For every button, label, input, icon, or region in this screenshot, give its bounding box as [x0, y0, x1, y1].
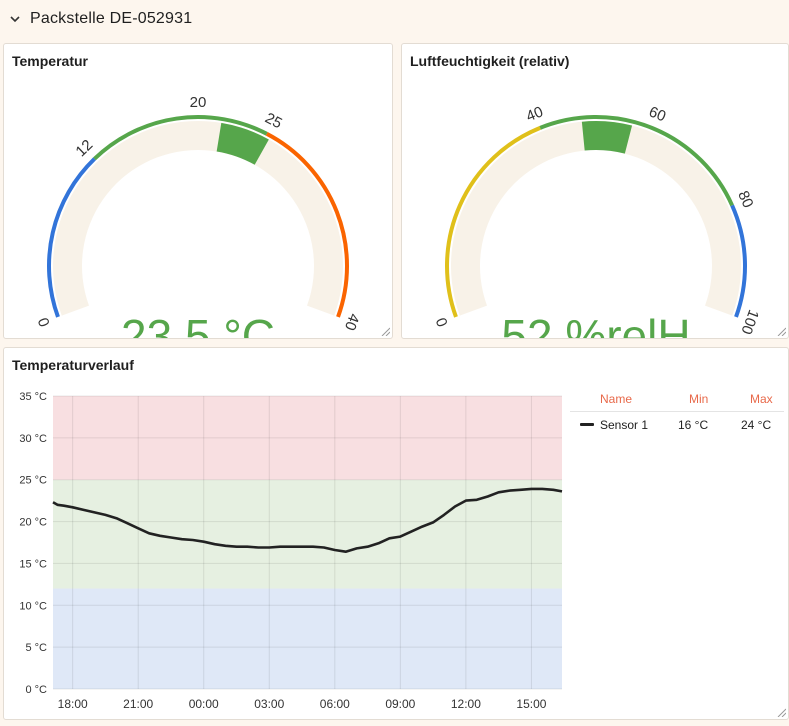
gauge-tick-label: 0 [35, 315, 54, 329]
row-title: Packstelle DE-052931 [30, 10, 193, 27]
gauge-tick-label: 20 [190, 94, 207, 111]
gauge-tick-label: 25 [262, 110, 285, 133]
gauge-value-text: 52 %relH [501, 310, 690, 338]
chevron-down-icon[interactable] [8, 10, 22, 28]
panel-title: Temperatur [12, 53, 88, 69]
gauge-threshold-arc [445, 125, 541, 318]
humidity-gauge: 0 40 60 80 100 52 %relH [433, 103, 762, 338]
legend-header-name[interactable]: Name [600, 392, 633, 406]
legend-header-min[interactable]: Min [689, 392, 709, 406]
gauge-threshold-arc [730, 204, 747, 318]
gauge-tick-label: 80 [734, 188, 756, 210]
legend-series-max: 24 °C [741, 418, 772, 432]
gauge-tick-label: 100 [737, 307, 762, 336]
gauge-tick-label: 40 [341, 311, 363, 332]
legend-row[interactable]: Sensor 1 16 °C 24 °C [570, 412, 784, 436]
legend-header-max[interactable]: Max [750, 392, 773, 406]
gauge-value-indicator [216, 122, 269, 165]
gauge-threshold-arc [47, 157, 96, 318]
gauge-tick-label: 12 [72, 136, 96, 160]
legend-series-min: 16 °C [678, 418, 709, 432]
gauge-value-indicator [581, 121, 633, 154]
panel-title: Temperaturverlauf [12, 357, 134, 373]
gauge-threshold-arc [265, 132, 349, 318]
resize-handle-icon[interactable] [776, 326, 786, 336]
gauge-tick-label: 40 [524, 103, 546, 125]
dashboard-row-header[interactable]: Packstelle DE-052931 [0, 0, 789, 40]
gauge-tick-label: 0 [433, 315, 452, 329]
gauge-track [451, 120, 741, 316]
chart-legend: Name Min Max Sensor 1 16 °C 24 °C [570, 385, 784, 436]
humidity-gauge-panel[interactable]: Luftfeuchtigkeit (relativ) 0 40 60 80 100 52 … [401, 43, 789, 339]
temperature-gauge: 0 12 20 25 40 23.5 °C [35, 94, 363, 338]
gauge-value-text: 23.5 °C [121, 310, 275, 338]
gauge-tick-label: 60 [646, 103, 668, 125]
panel-title: Luftfeuchtigkeit (relativ) [410, 53, 570, 69]
resize-handle-icon[interactable] [380, 326, 390, 336]
resize-handle-icon[interactable] [776, 707, 786, 717]
gauge-track [52, 120, 343, 316]
legend-series-name[interactable]: Sensor 1 [600, 418, 649, 432]
gauge-threshold-arc [539, 115, 734, 207]
gauge-threshold-arc [93, 115, 268, 161]
series-color-swatch [580, 423, 594, 426]
legend-header: Name Min Max [570, 385, 784, 412]
temperature-gauge-panel[interactable]: Temperatur 0 12 20 25 40 23.5 °C [3, 43, 393, 339]
